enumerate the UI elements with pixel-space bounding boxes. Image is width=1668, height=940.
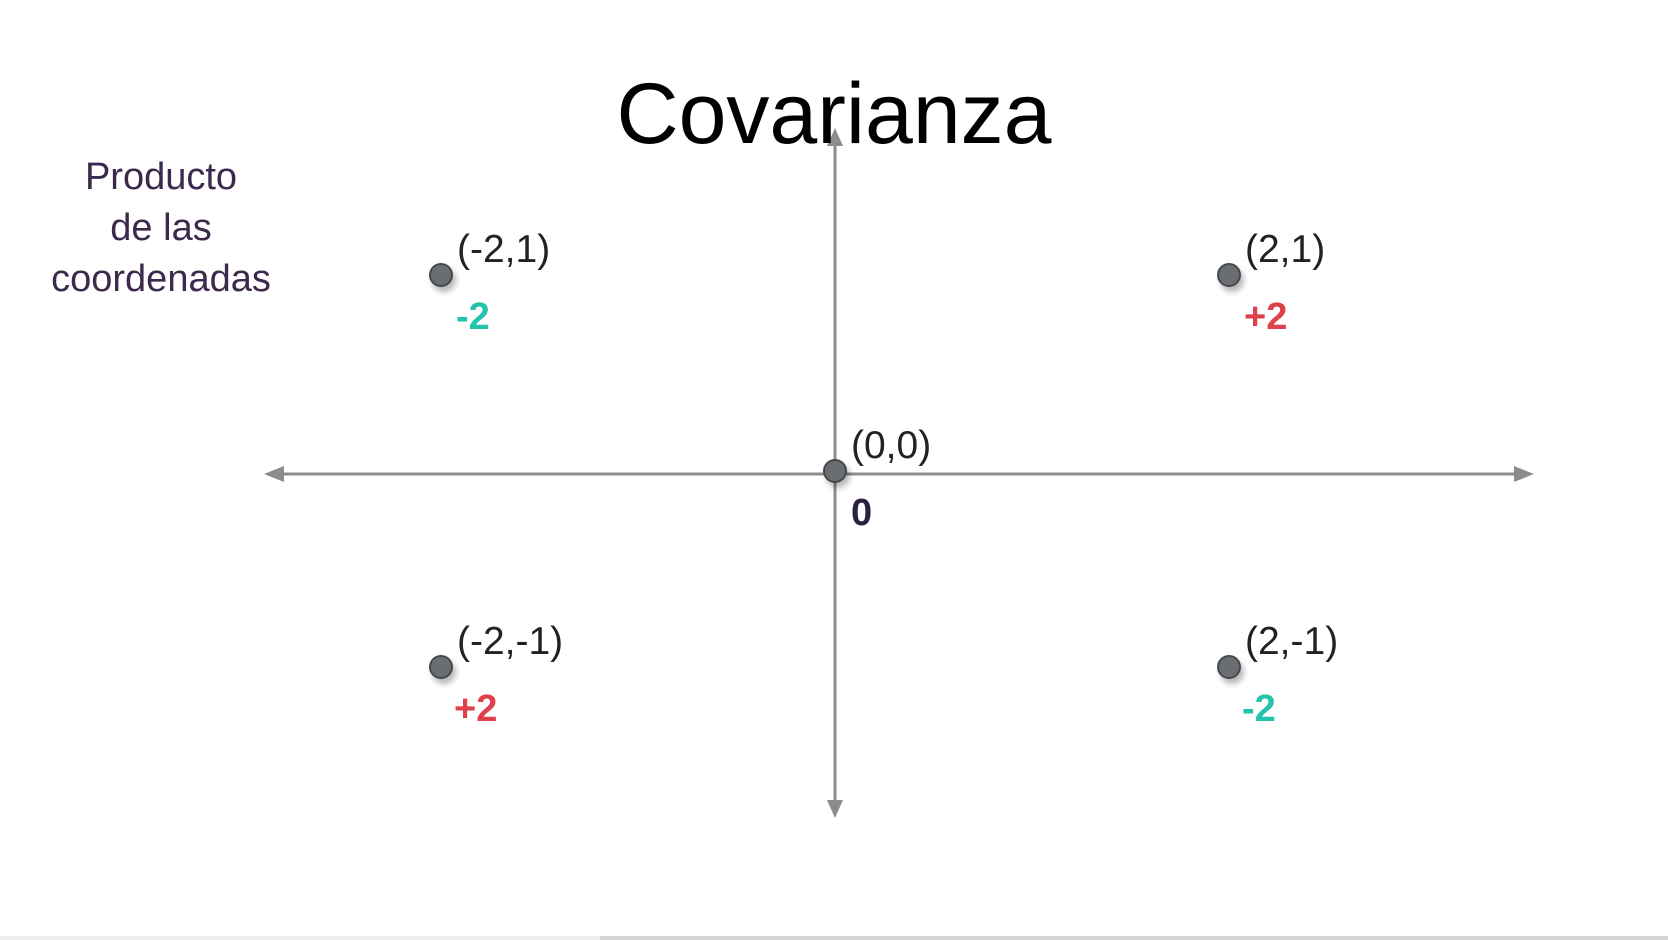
point-marker <box>1217 263 1241 287</box>
point-coordinate-label: (-2,1) <box>457 228 550 271</box>
point-neg-x-pos-y: (-2,1) -2 <box>429 228 550 338</box>
product-of-coordinates-label: Producto de las coordenadas <box>20 152 302 305</box>
side-label-line: coordenadas <box>51 258 271 300</box>
point-marker <box>429 263 453 287</box>
point-product-label: -2 <box>456 296 490 338</box>
y-axis-top-arrowhead <box>827 128 843 146</box>
x-axis-left-arrowhead <box>264 466 284 482</box>
side-label-line: de las <box>110 207 212 249</box>
point-product-label: -2 <box>1242 688 1276 730</box>
point-product-label: +2 <box>454 688 497 730</box>
point-coordinate-label: (2,1) <box>1245 228 1325 271</box>
x-axis-right-arrowhead <box>1514 466 1534 482</box>
point-product-label: +2 <box>1244 296 1287 338</box>
slide-title: Covarianza <box>617 66 1052 162</box>
side-label-line: Producto <box>84 156 238 198</box>
y-axis-bottom-arrowhead <box>827 800 843 818</box>
points-layer: (-2,1) -2 (2,1) +2 (0,0) 0 (-2,-1) +2 (2,-1) -2 <box>429 228 1338 730</box>
point-coordinate-label: (0,0) <box>851 424 931 467</box>
point-pos-x-neg-y: (2,-1) -2 <box>1217 620 1338 730</box>
point-origin: (0,0) 0 <box>823 424 931 534</box>
point-product-label: 0 <box>851 492 872 534</box>
point-pos-x-pos-y: (2,1) +2 <box>1217 228 1325 338</box>
point-marker <box>823 459 847 483</box>
point-marker <box>429 655 453 679</box>
video-progress-fill <box>0 936 601 940</box>
point-marker <box>1217 655 1241 679</box>
video-progress-bar[interactable] <box>0 936 1668 940</box>
point-neg-x-neg-y: (-2,-1) +2 <box>429 620 563 730</box>
point-coordinate-label: (2,-1) <box>1245 620 1338 663</box>
point-coordinate-label: (-2,-1) <box>457 620 563 663</box>
